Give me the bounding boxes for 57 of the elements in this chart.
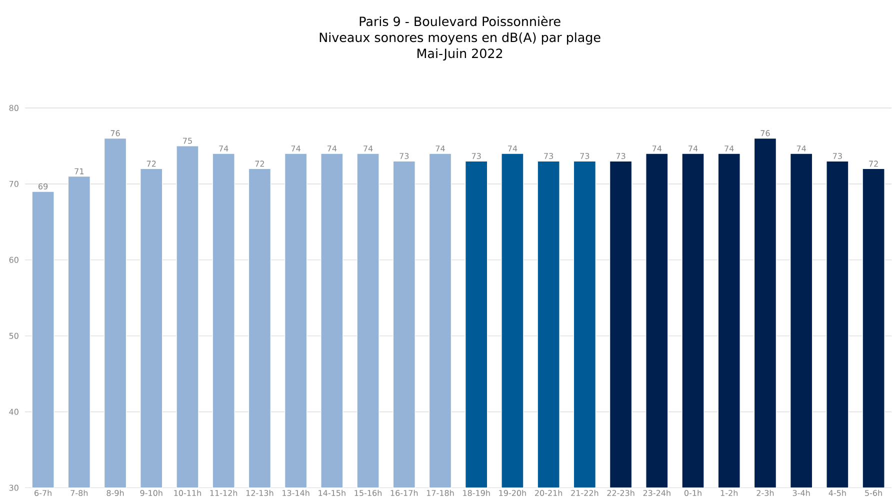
data-label: 72 (146, 160, 156, 166)
data-label: 74 (436, 145, 445, 152)
data-label: 72 (255, 160, 264, 166)
data-label: 73 (580, 152, 590, 159)
data-label: 74 (796, 145, 806, 152)
x-tick-label: 1-2h (720, 490, 738, 496)
data-label: 74 (364, 145, 373, 152)
chart-subtitle: Niveaux sonores moyens en dB(A) par plage (320, 32, 600, 44)
x-tick-label: 0-1h (684, 490, 702, 496)
y-tick-label: 60 (9, 256, 18, 263)
x-tick-label: 3-4h (792, 490, 810, 496)
text: Mai-Juin 2022 (418, 48, 502, 60)
x-tick-label: 13-14h (282, 490, 310, 496)
data-label: 73 (544, 152, 554, 159)
data-label: 74 (652, 145, 662, 152)
data-label: 74 (688, 145, 698, 152)
x-tick-label: 14-15h (318, 490, 346, 496)
x-tick-label: 21-22h (571, 490, 598, 496)
data-label: 74 (327, 145, 337, 152)
x-tick-label: 15-16h (354, 490, 382, 496)
data-label: 74 (724, 145, 734, 152)
x-tick-label: 8-9h (106, 490, 124, 496)
data-label: 72 (869, 160, 878, 166)
x-tick-label: 18-19h (463, 490, 490, 496)
y-tick-label: 30 (9, 484, 18, 491)
data-label: 73 (400, 152, 409, 159)
x-tick-label: 5-6h (865, 490, 882, 496)
x-tick-label: 4-5h (828, 490, 846, 496)
data-label: 76 (760, 130, 770, 136)
data-label: 71 (74, 168, 84, 174)
x-tick-label: 12-13h (246, 490, 274, 496)
data-label: 75 (183, 138, 192, 144)
data-label: 74 (508, 145, 518, 152)
x-tick-label: 2-3h (756, 490, 774, 496)
x-tick-label: 16-17h (390, 490, 418, 496)
x-tick-label: 6-7h (34, 490, 52, 496)
y-tick-label: 50 (9, 332, 18, 339)
x-tick-label: 9-10h (140, 490, 162, 496)
y-tick-label: 70 (9, 180, 18, 187)
x-tick-label: 11-12h (210, 490, 238, 496)
data-label: 69 (38, 183, 48, 190)
x-tick-label: 19-20h (499, 490, 526, 496)
x-tick-label: 10-11h (174, 490, 201, 496)
data-label: 73 (472, 152, 481, 159)
data-label: 73 (616, 152, 626, 159)
chart-title: Paris 9 - Boulevard Poissonnière (360, 16, 560, 26)
data-label: 74 (219, 145, 228, 152)
y-tick-label: 40 (9, 408, 18, 415)
x-tick-label: 23-24h (643, 490, 670, 496)
data-label: 76 (110, 130, 120, 136)
x-tick-label: 17-18h (426, 490, 454, 496)
data-label: 74 (291, 145, 300, 152)
x-tick-label: 7-8h (70, 490, 88, 496)
x-tick-label: 22-23h (607, 490, 634, 496)
y-tick-label: 80 (9, 104, 18, 111)
x-tick-label: 20-21h (535, 490, 562, 496)
data-label: 73 (833, 152, 842, 159)
